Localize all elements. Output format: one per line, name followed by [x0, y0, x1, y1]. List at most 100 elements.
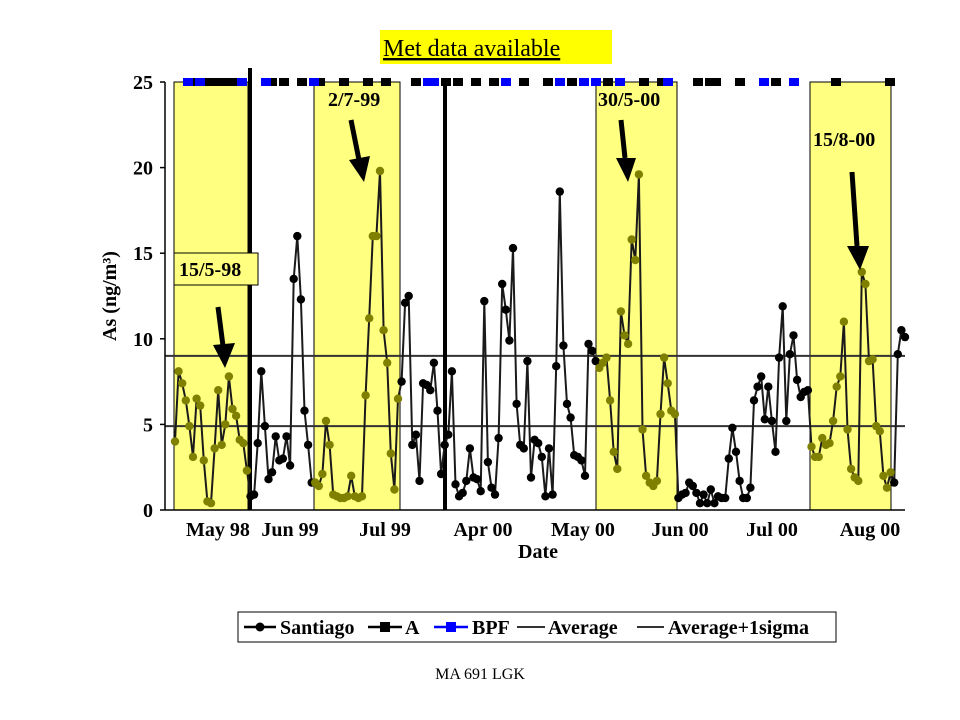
axes [164, 82, 905, 511]
met-marker-a [567, 78, 577, 86]
santiago-point [271, 432, 280, 441]
santiago-point [440, 440, 449, 450]
santiago-point [721, 493, 730, 503]
arrowhead-15-8-00 [847, 246, 869, 270]
santiago-point [792, 375, 802, 385]
highlight-periods [173, 81, 892, 511]
arrowhead-2-7-99 [349, 156, 370, 182]
met-marker-a [519, 78, 529, 86]
santiago-point [375, 166, 385, 176]
x-tick-label-0: May 98 [186, 519, 250, 541]
santiago-point [692, 488, 701, 498]
santiago-point [627, 235, 636, 244]
met-marker-bpf [261, 78, 271, 86]
santiago-point [587, 346, 597, 355]
santiago-point [386, 449, 395, 458]
santiago-point [462, 476, 471, 486]
met-marker-a [231, 78, 241, 86]
santiago-point [318, 469, 327, 479]
santiago-point [670, 409, 680, 419]
legend-label-a: A [405, 617, 420, 639]
santiago-point [706, 485, 715, 494]
santiago-point [490, 490, 500, 499]
santiago-point [239, 439, 248, 448]
santiago-point [703, 499, 712, 508]
santiago-point [746, 483, 755, 492]
santiago-point [900, 332, 910, 342]
santiago-point [210, 444, 219, 453]
x-tick-label-4: May 00 [551, 519, 615, 541]
santiago-point [839, 317, 849, 326]
santiago-point [688, 481, 697, 491]
santiago-point [656, 409, 665, 419]
arrow-2-7-99 [348, 119, 362, 161]
santiago-point [361, 391, 370, 400]
met-marker-a [705, 78, 715, 86]
santiago-point [577, 456, 586, 465]
met-marker-a [471, 78, 481, 86]
santiago-point [893, 350, 902, 359]
santiago-point [206, 499, 216, 508]
legend: Santiago A BPF Average Average+1sigma [237, 611, 837, 643]
met-marker-a [189, 78, 199, 86]
santiago-point [742, 493, 751, 503]
y-tick-label-5: 25 [133, 72, 153, 94]
santiago-point [372, 231, 381, 241]
met-marker-bpf [579, 78, 589, 86]
santiago-point [631, 255, 640, 265]
santiago-point [735, 476, 744, 486]
santiago-point [544, 444, 554, 453]
y-ticks: 0 5 10 15 20 25 [133, 72, 165, 522]
santiago-point [393, 394, 403, 403]
santiago-point [552, 362, 561, 371]
santiago-point [260, 421, 270, 431]
met-marker-a [207, 78, 217, 86]
santiago-point [724, 454, 733, 463]
highlight-period-1 [173, 81, 249, 511]
x-tick-label-1: Jun 99 [261, 519, 318, 541]
santiago-point [638, 425, 647, 434]
santiago-point [757, 372, 766, 381]
santiago-point [548, 490, 557, 499]
santiago-point [890, 478, 899, 487]
santiago-point [282, 432, 291, 441]
met-marker-bpf [501, 78, 511, 86]
santiago-point [519, 444, 528, 453]
santiago-point [505, 336, 514, 345]
santiago-point [231, 411, 241, 420]
santiago-point [534, 439, 543, 448]
met-marker-a [831, 78, 841, 86]
santiago-point [843, 425, 852, 434]
santiago-point [357, 492, 367, 501]
santiago-point [652, 476, 662, 486]
legend-marker-santiago [255, 622, 265, 632]
footer-text: MA 691 LGK [435, 666, 525, 683]
santiago-point [444, 430, 453, 439]
santiago-point [174, 367, 183, 376]
santiago-point [634, 170, 644, 179]
santiago-point [433, 406, 442, 415]
met-marker-a [711, 78, 721, 86]
santiago-point [181, 396, 190, 405]
x-tick-label-3: Apr 00 [453, 519, 512, 541]
santiago-point [300, 406, 309, 415]
banner-background [380, 30, 612, 64]
annotation-2-7-99: 2/7-99 [328, 89, 380, 111]
santiago-point [296, 295, 306, 304]
x-tick-label-5: Jun 00 [651, 519, 708, 541]
santiago-point [199, 456, 208, 465]
legend-marker-bpf [446, 622, 456, 632]
santiago-point [249, 490, 259, 499]
annotation-30-5-00: 30/5-00 [598, 89, 660, 111]
santiago-point [483, 457, 493, 467]
santiago-point [836, 372, 845, 381]
annotation-box-15-5-98 [173, 252, 259, 286]
legend-label-bpf: BPF [472, 617, 510, 639]
met-marker-a [543, 78, 553, 86]
santiago-point [767, 416, 777, 426]
met-marker-a [339, 78, 349, 86]
santiago-point [523, 356, 532, 366]
santiago-point [267, 468, 277, 477]
santiago-point [512, 399, 521, 409]
